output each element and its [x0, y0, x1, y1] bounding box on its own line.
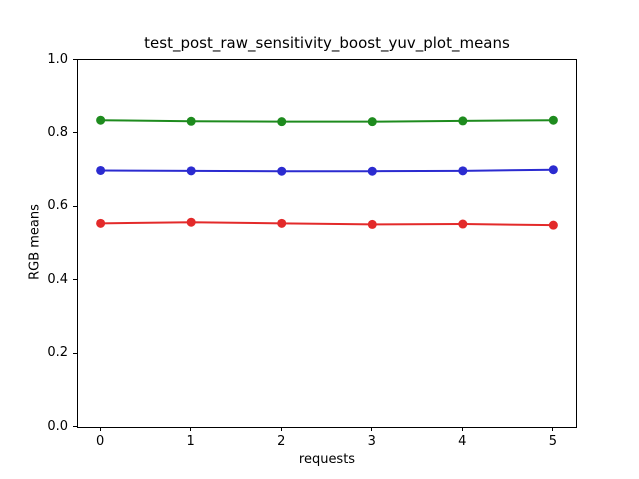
red-channel-mean-line — [100, 221, 554, 227]
blue-channel-mean-marker — [96, 165, 106, 175]
x-tick-mark — [99, 427, 101, 431]
x-tick-mark — [461, 427, 463, 431]
x-axis-label: requests — [298, 452, 356, 467]
red-channel-mean-marker — [277, 218, 287, 228]
red-channel-mean-marker — [186, 217, 196, 227]
red-channel-mean-marker — [367, 219, 377, 229]
plot-area — [77, 59, 577, 428]
x-tick-label: 5 — [548, 434, 557, 449]
red-channel-mean-marker — [96, 218, 106, 228]
green-channel-mean-marker — [548, 115, 558, 125]
green-channel-mean-marker — [186, 116, 196, 126]
chart-title: test_post_raw_sensitivity_boost_yuv_plot… — [144, 34, 510, 52]
y-tick-label: 0.4 — [47, 271, 68, 287]
y-axis-label: RGB means — [27, 204, 43, 280]
y-tick-label: 0.2 — [47, 345, 68, 361]
y-tick-mark — [73, 132, 77, 134]
x-tick-label: 2 — [277, 434, 286, 449]
blue-channel-mean-marker — [367, 166, 377, 176]
x-tick-mark — [280, 427, 282, 431]
x-tick-mark — [552, 427, 554, 431]
x-tick-label: 4 — [458, 434, 467, 449]
blue-channel-mean-marker — [548, 165, 558, 175]
y-tick-label: 0.0 — [47, 418, 68, 434]
y-tick-label: 0.6 — [47, 198, 68, 214]
y-tick-label: 1.0 — [47, 51, 68, 67]
x-tick-label: 0 — [95, 434, 105, 449]
y-tick-label: 0.8 — [47, 124, 68, 140]
y-tick-mark — [73, 279, 77, 281]
green-channel-mean-marker — [96, 115, 106, 125]
y-tick-mark — [73, 59, 77, 60]
blue-channel-mean-marker — [458, 166, 468, 176]
blue-channel-mean-marker — [186, 166, 196, 176]
blue-channel-mean-line — [100, 168, 554, 173]
x-tick-mark — [190, 427, 192, 431]
green-channel-mean-marker — [277, 117, 287, 127]
green-channel-mean-marker — [367, 117, 377, 127]
x-tick-label: 3 — [367, 434, 376, 449]
y-tick-mark — [73, 426, 77, 427]
green-channel-mean-line — [100, 119, 554, 123]
y-tick-mark — [73, 352, 77, 354]
x-tick-mark — [371, 427, 373, 431]
plot-svg — [96, 115, 558, 230]
red-channel-mean-marker — [548, 220, 558, 230]
x-tick-label: 1 — [186, 434, 195, 449]
y-tick-mark — [73, 205, 77, 207]
green-channel-mean-marker — [458, 116, 468, 126]
blue-channel-mean-marker — [277, 166, 287, 176]
red-channel-mean-marker — [458, 219, 468, 229]
